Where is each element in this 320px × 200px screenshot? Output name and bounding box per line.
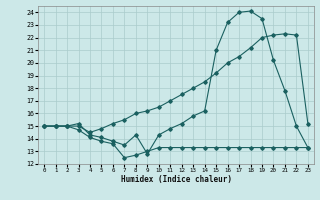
- X-axis label: Humidex (Indice chaleur): Humidex (Indice chaleur): [121, 175, 231, 184]
